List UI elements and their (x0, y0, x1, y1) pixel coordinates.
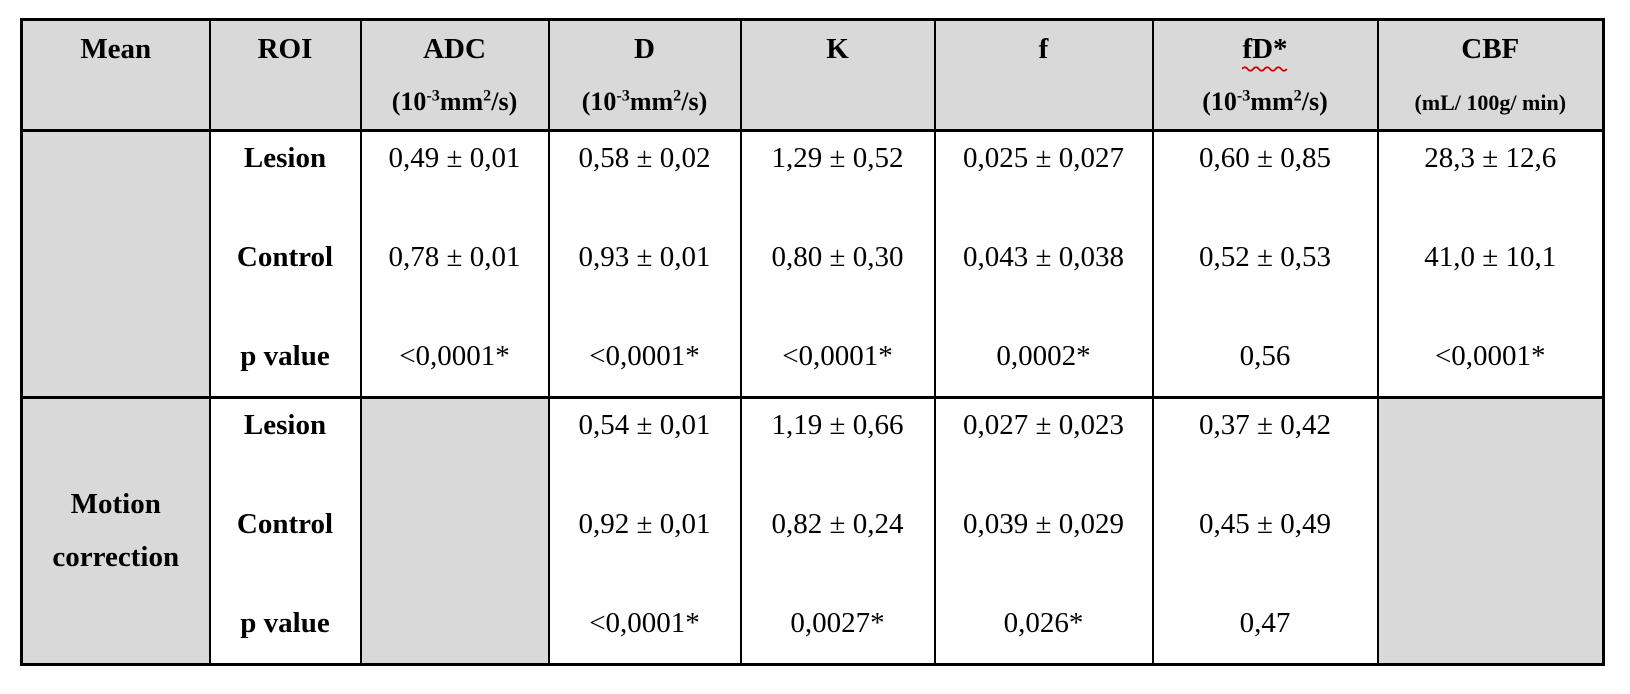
column-unit-d: (10-3mm2/s) (581, 87, 708, 116)
value-f-pvalue: 0,0002* (996, 340, 1091, 372)
header-cell-adc: ADC (10-3mm2/s) (359, 18, 550, 132)
data-cell-cbf: 28,3 ± 12,6 41,0 ± 10,1 <0,0001* (1376, 129, 1605, 399)
value-f-lesion: 0,027 ± 0,023 (963, 409, 1124, 441)
data-cell-k: 1,19 ± 0,66 0,82 ± 0,24 0,0027* (739, 396, 936, 666)
empty-cell-cbf (1376, 396, 1605, 666)
data-cell-adc: 0,49 ± 0,01 0,78 ± 0,01 <0,0001* (359, 129, 550, 399)
value-d-pvalue: <0,0001* (589, 340, 700, 372)
value-fdstar-lesion: 0,37 ± 0,42 (1199, 409, 1331, 441)
column-title-roi: ROI (257, 33, 313, 65)
group-label-line1: Motion (70, 488, 161, 520)
value-fdstar-control: 0,45 ± 0,49 (1199, 508, 1331, 540)
header-cell-f: f (933, 18, 1154, 132)
column-unit-adc: (10-3mm2/s) (391, 87, 518, 116)
data-cell-d: 0,54 ± 0,01 0,92 ± 0,01 <0,0001* (547, 396, 742, 666)
value-d-pvalue: <0,0001* (589, 607, 700, 639)
value-k-pvalue: <0,0001* (782, 340, 893, 372)
data-cell-d: 0,58 ± 0,02 0,93 ± 0,01 <0,0001* (547, 129, 742, 399)
column-unit-fdstar: (10-3mm2/s) (1202, 87, 1328, 116)
value-d-control: 0,93 ± 0,01 (578, 241, 711, 273)
value-f-pvalue: 0,026* (1003, 607, 1084, 639)
column-title-k: K (826, 33, 849, 65)
column-title-adc: ADC (423, 33, 486, 65)
block-mean: Lesion Control p value 0,49 ± 0,01 0,78 … (20, 129, 1605, 399)
column-title-d: D (634, 33, 655, 65)
value-adc-lesion: 0,49 ± 0,01 (388, 142, 521, 174)
value-k-pvalue: 0,0027* (790, 607, 885, 639)
results-table: Mean ROI ADC (10-3mm2/s) D (10-3mm2/s) K (20, 18, 1605, 666)
column-title-cbf: CBF (1461, 33, 1520, 65)
row-label-control: Control (236, 241, 334, 273)
roi-labels-cell: Lesion Control p value (208, 396, 362, 666)
row-label-pvalue: p value (240, 607, 330, 639)
value-d-lesion: 0,58 ± 0,02 (578, 142, 711, 174)
roi-labels-cell: Lesion Control p value (208, 129, 362, 399)
group-label-line2: correction (52, 541, 180, 573)
value-cbf-pvalue: <0,0001* (1434, 340, 1546, 372)
value-f-control: 0,043 ± 0,038 (963, 241, 1124, 273)
row-label-pvalue: p value (240, 340, 330, 372)
data-cell-fdstar: 0,60 ± 0,85 0,52 ± 0,53 0,56 (1151, 129, 1379, 399)
data-cell-f: 0,027 ± 0,023 0,039 ± 0,029 0,026* (933, 396, 1154, 666)
group-cell-mean (20, 129, 211, 399)
column-title-f: f (1038, 33, 1049, 65)
group-cell-motion-correction: Motion correction (20, 396, 211, 666)
row-label-lesion: Lesion (243, 142, 327, 174)
value-fdstar-pvalue: 0,47 (1239, 607, 1291, 639)
header-cell-mean: Mean (20, 18, 211, 132)
value-f-control: 0,039 ± 0,029 (963, 508, 1124, 540)
value-d-lesion: 0,54 ± 0,01 (578, 409, 711, 441)
header-cell-d: D (10-3mm2/s) (547, 18, 742, 132)
header-cell-k: K (739, 18, 936, 132)
value-k-lesion: 1,19 ± 0,66 (771, 409, 904, 441)
row-label-lesion: Lesion (243, 409, 327, 441)
value-f-lesion: 0,025 ± 0,027 (963, 142, 1124, 174)
header-cell-roi: ROI (208, 18, 362, 132)
data-cell-k: 1,29 ± 0,52 0,80 ± 0,30 <0,0001* (739, 129, 936, 399)
header-cell-cbf: CBF (mL/ 100g/ min) (1376, 18, 1605, 132)
spellcheck-squiggle-icon (1242, 66, 1288, 72)
data-cell-f: 0,025 ± 0,027 0,043 ± 0,038 0,0002* (933, 129, 1154, 399)
empty-cell-adc (359, 396, 550, 666)
column-title-fdstar: fD * (1242, 33, 1288, 72)
data-cell-fdstar: 0,37 ± 0,42 0,45 ± 0,49 0,47 (1151, 396, 1379, 666)
header-cell-fdstar: fD * (10-3mm2/s) (1151, 18, 1379, 132)
column-unit-cbf: (mL/ 100g/ min) (1414, 90, 1567, 115)
value-cbf-lesion: 28,3 ± 12,6 (1424, 142, 1557, 174)
value-k-lesion: 1,29 ± 0,52 (771, 142, 904, 174)
value-k-control: 0,80 ± 0,30 (771, 241, 904, 273)
block-motion-correction: Motion correction Lesion Control p value… (20, 396, 1605, 666)
value-adc-pvalue: <0,0001* (399, 340, 510, 372)
column-title-mean: Mean (80, 33, 152, 65)
value-fdstar-pvalue: 0,56 (1239, 340, 1291, 372)
header-row: Mean ROI ADC (10-3mm2/s) D (10-3mm2/s) K (20, 18, 1605, 132)
value-d-control: 0,92 ± 0,01 (578, 508, 711, 540)
value-cbf-control: 41,0 ± 10,1 (1424, 241, 1557, 273)
value-fdstar-lesion: 0,60 ± 0,85 (1199, 142, 1331, 174)
row-label-control: Control (236, 508, 334, 540)
value-fdstar-control: 0,52 ± 0,53 (1199, 241, 1331, 273)
value-adc-control: 0,78 ± 0,01 (388, 241, 521, 273)
value-k-control: 0,82 ± 0,24 (771, 508, 904, 540)
